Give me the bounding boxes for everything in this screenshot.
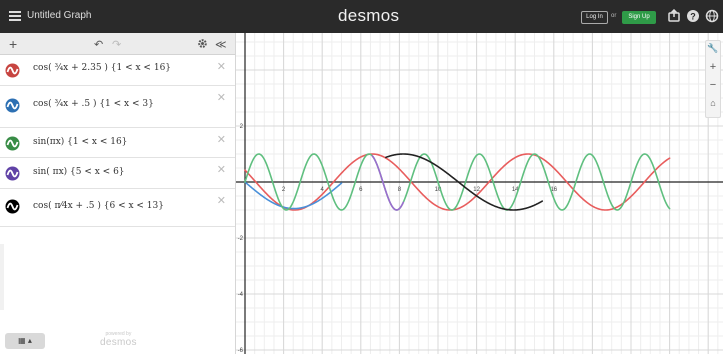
expression-toolbar: + ↶ ↷ ≪ — [0, 33, 235, 55]
gear-icon[interactable] — [197, 38, 208, 49]
x-tick-label: 12 — [473, 187, 480, 193]
y-tick-label: -4 — [238, 292, 244, 298]
y-tick-label: 2 — [240, 124, 244, 130]
expression-row-4[interactable]: sin( πx) {5 < x < 6} ✕ — [0, 158, 235, 189]
graph-paper[interactable]: 2 4 6 8 10 12 14 16 2 -2 -4 -6 — [236, 33, 723, 354]
help-icon[interactable]: ? — [686, 9, 700, 23]
collapse-panel-button[interactable]: ≪ — [215, 39, 227, 51]
expression-row-5[interactable]: cos( π⁄4x + .5 ) {6 < x < 13} ✕ — [0, 189, 235, 227]
curves — [244, 153, 671, 211]
blue-curve[interactable] — [244, 181, 343, 210]
red-wave-icon[interactable] — [5, 63, 20, 78]
redo-button[interactable]: ↷ — [112, 39, 122, 51]
undo-button[interactable]: ↶ — [94, 39, 104, 51]
login-button[interactable]: Log In — [581, 11, 608, 24]
graph-title[interactable]: Untitled Graph — [27, 10, 92, 21]
share-icon[interactable] — [667, 9, 681, 23]
wrench-icon[interactable]: 🔧 — [707, 43, 719, 53]
home-icon[interactable]: ⌂ — [710, 98, 716, 108]
delete-expression-icon[interactable]: ✕ — [216, 195, 226, 207]
expression-input[interactable]: sin(πx) {1 < x < 16} — [33, 137, 128, 147]
expression-list: cos( ¾x + 2.35 ) {1 < x < 16} ✕ cos( ¾x … — [0, 55, 235, 227]
expression-input[interactable]: cos( ¾x + 2.35 ) {1 < x < 16} — [33, 63, 172, 73]
black-curve[interactable] — [385, 153, 544, 211]
purple-curve[interactable] — [371, 155, 405, 211]
signup-button[interactable]: Sign Up — [622, 11, 656, 24]
powered-by-label: powered by — [105, 331, 132, 337]
language-icon[interactable] — [705, 9, 719, 23]
expression-input[interactable]: cos( π⁄4x + .5 ) {6 < x < 13} — [33, 201, 164, 211]
graph-canvas[interactable]: 2 4 6 8 10 12 14 16 2 -2 -4 -6 — [236, 33, 723, 354]
x-tick-label: 10 — [435, 187, 442, 193]
tick-labels: 2 4 6 8 10 12 14 16 2 -2 -4 -6 — [238, 124, 558, 354]
expression-row-2[interactable]: cos( ¾x + .5 ) {1 < x < 3} ✕ — [0, 86, 235, 128]
svg-text:?: ? — [690, 12, 696, 22]
add-expression-button[interactable]: + — [9, 36, 18, 52]
expression-input[interactable]: sin( πx) {5 < x < 6} — [33, 167, 125, 177]
expression-input[interactable]: cos( ¾x + .5 ) {1 < x < 3} — [33, 99, 154, 109]
powered-by-logo: desmos — [100, 337, 137, 348]
delete-expression-icon[interactable]: ✕ — [216, 61, 226, 73]
zoom-in-icon[interactable]: + — [709, 61, 717, 73]
top-bar: Untitled Graph desmos Log In or Sign Up … — [0, 0, 723, 33]
graph-side-controls: 🔧 + − ⌂ — [705, 40, 721, 118]
expression-gutter — [0, 244, 4, 310]
or-label: or — [611, 13, 617, 19]
expression-panel: + ↶ ↷ ≪ cos( ¾x + 2.35 ) {1 < x < 16} ✕ … — [0, 33, 236, 354]
green-curve[interactable] — [244, 153, 671, 211]
x-tick-label: 8 — [398, 187, 402, 193]
delete-expression-icon[interactable]: ✕ — [216, 92, 226, 104]
x-tick-label: 16 — [550, 187, 557, 193]
powered-by-desmos: powered by desmos — [100, 331, 137, 348]
zoom-out-icon[interactable]: − — [709, 79, 717, 91]
expression-row-1[interactable]: cos( ¾x + 2.35 ) {1 < x < 16} ✕ — [0, 55, 235, 86]
x-tick-label: 4 — [321, 187, 325, 193]
delete-expression-icon[interactable]: ✕ — [216, 164, 226, 176]
desmos-logo: desmos — [338, 6, 400, 25]
red-curve[interactable] — [244, 153, 671, 211]
x-tick-label: 6 — [359, 187, 363, 193]
delete-expression-icon[interactable]: ✕ — [216, 134, 226, 146]
x-tick-label: 14 — [512, 187, 519, 193]
y-tick-label: -6 — [238, 348, 244, 354]
green-wave-icon[interactable] — [5, 136, 20, 151]
x-tick-label: 2 — [282, 187, 286, 193]
blue-wave-icon[interactable] — [5, 98, 20, 113]
axes — [236, 33, 723, 354]
purple-wave-icon[interactable] — [5, 166, 20, 181]
menu-icon[interactable] — [9, 11, 21, 21]
expression-row-3[interactable]: sin(πx) {1 < x < 16} ✕ — [0, 128, 235, 158]
black-wave-icon[interactable] — [5, 199, 20, 214]
keyboard-toggle-button[interactable]: ▦ ▴ — [5, 333, 45, 349]
y-tick-label: -2 — [238, 236, 244, 242]
